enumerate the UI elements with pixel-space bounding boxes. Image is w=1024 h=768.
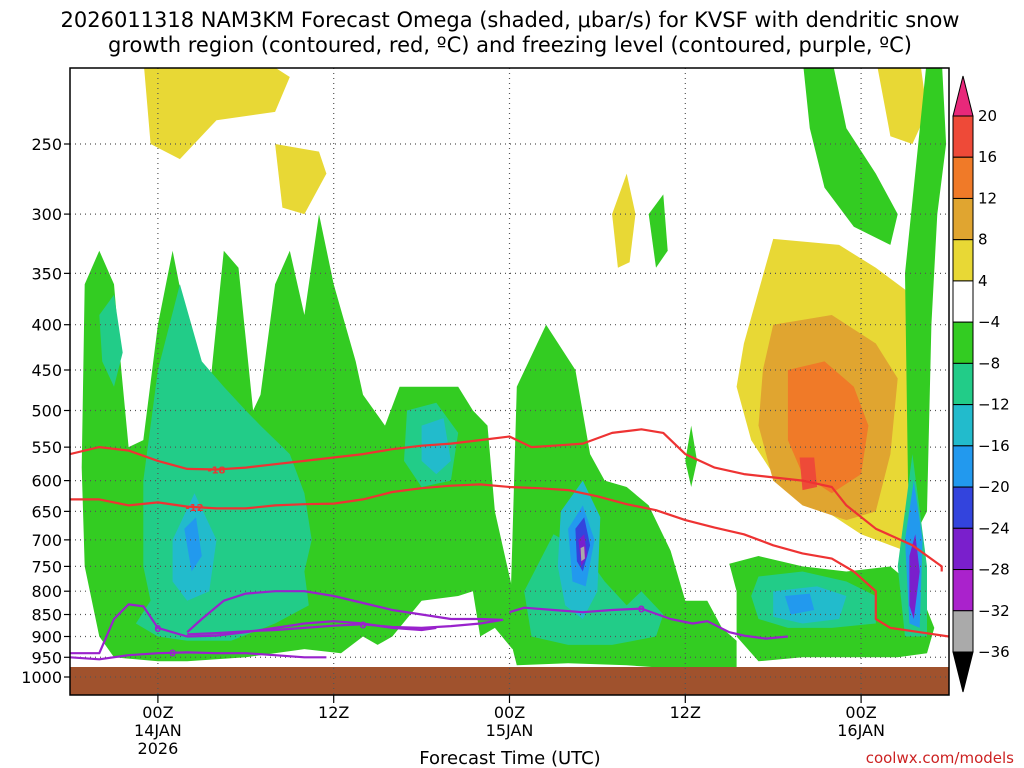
- x-tick-date-2: 15JAN: [486, 721, 534, 740]
- omega-region-27: [184, 517, 202, 572]
- colorbar-segment-1: [952, 156, 974, 199]
- contour-line-5: [509, 606, 789, 640]
- colorbar-segment-2: [952, 197, 974, 241]
- y-tick-label-550: 550: [31, 438, 62, 457]
- contour-label-3: 0: [169, 648, 176, 659]
- contour-label-4: 0: [360, 620, 367, 631]
- x-tick-label-3: 12Z: [670, 703, 701, 722]
- colorbar-label-6: −8: [978, 354, 1000, 372]
- omega-region-14: [803, 68, 898, 245]
- y-tick-label-900: 900: [31, 627, 62, 646]
- x-tick-date-0: 14JAN: [134, 721, 182, 740]
- y-tick-label-600: 600: [31, 472, 62, 491]
- chart-title-line-1: 2026011318 NAM3KM Forecast Omega (shaded…: [61, 8, 960, 32]
- colorbar-label-7: −12: [978, 396, 1010, 414]
- chart-title-line-2: growth region (contoured, red, ºC) and f…: [108, 33, 912, 57]
- y-tick-label-250: 250: [31, 135, 62, 154]
- colorbar-segment-10: [952, 527, 974, 571]
- colorbar: 20 16 12 8 4 −4 −8 −12 −16 −20 −24 −28 −32 −36: [952, 75, 1010, 693]
- contour-line-1: [70, 483, 949, 638]
- omega-region-9: [799, 457, 818, 491]
- colorbar-segment-3: [952, 239, 974, 282]
- colorbar-segment-12: [952, 610, 974, 653]
- y-tick-label-1000: 1000: [21, 668, 62, 687]
- x-axis-title: Forecast Time (UTC): [419, 748, 600, 768]
- omega-region-33: [909, 534, 920, 619]
- colorbar-label-2: 12: [978, 189, 997, 207]
- y-tick-label-650: 650: [31, 502, 62, 521]
- x-tick-date-4: 16JAN: [837, 721, 885, 740]
- y-axis: 250 300 350 400 450 500 550 600 650 700 750 800 850 9…: [21, 135, 70, 687]
- y-tick-label-750: 750: [31, 557, 62, 576]
- omega-region-19: [99, 294, 123, 387]
- colorbar-label-1: 16: [978, 148, 997, 166]
- colorbar-label-11: −28: [978, 561, 1010, 579]
- contour-line-0: [70, 428, 943, 572]
- contour-label-5: 0: [638, 605, 645, 616]
- colorbar-label-4: 4: [978, 272, 988, 290]
- colorbar-label-8: −16: [978, 437, 1010, 455]
- y-tick-label-700: 700: [31, 531, 62, 550]
- colorbar-max-arrow: [952, 75, 974, 117]
- colorbar-segment-0: [952, 115, 974, 158]
- colorbar-segment-7: [952, 404, 974, 447]
- colorbar-label-12: −32: [978, 602, 1010, 620]
- contour-label-1: -12: [185, 503, 203, 514]
- colorbar-label-5: −4: [978, 313, 1000, 331]
- y-tick-label-350: 350: [31, 264, 62, 283]
- x-tick-label-4: 00Z: [845, 703, 876, 722]
- omega-region-4: [612, 173, 636, 268]
- omega-region-13: [905, 68, 947, 540]
- omega-shading: [81, 68, 947, 670]
- x-tick-label-0: 00Z: [142, 703, 173, 722]
- y-tick-label-950: 950: [31, 648, 62, 667]
- y-tick-label-850: 850: [31, 606, 62, 625]
- colorbar-segment-4: [952, 280, 974, 323]
- colorbar-label-3: 8: [978, 231, 988, 249]
- contour-label-0: -18: [207, 466, 225, 477]
- colorbar-segment-11: [952, 569, 974, 612]
- x-tick-label-2: 00Z: [494, 703, 525, 722]
- omega-region-0: [144, 68, 290, 160]
- colorbar-label-9: −20: [978, 478, 1010, 496]
- omega-region-1: [275, 144, 327, 215]
- x-tick-label-1: 12Z: [318, 703, 349, 722]
- omega-region-15: [648, 194, 668, 268]
- omega-region-29: [784, 593, 815, 615]
- colorbar-min-arrow: [952, 651, 974, 693]
- y-tick-label-300: 300: [31, 205, 62, 224]
- omega-region-34: [580, 546, 585, 562]
- omega-region-3: [877, 68, 927, 144]
- colorbar-segment-6: [952, 362, 974, 406]
- contour-label-2: 0: [154, 624, 161, 635]
- y-tick-label-450: 450: [31, 361, 62, 380]
- colorbar-label-13: −36: [978, 643, 1010, 661]
- y-tick-label-800: 800: [31, 582, 62, 601]
- ground-surface: [70, 667, 949, 695]
- colorbar-segment-5: [952, 321, 974, 364]
- contour-line-3: [70, 651, 327, 661]
- y-tick-label-400: 400: [31, 316, 62, 335]
- colorbar-label-0: 20: [978, 107, 997, 125]
- contours: -18 -12 0 0 0 0: [70, 428, 949, 661]
- colorbar-label-10: −24: [978, 519, 1010, 537]
- colorbar-segment-9: [952, 486, 974, 529]
- contour-line-4: [186, 590, 504, 636]
- omega-region-26: [421, 418, 451, 475]
- x-tick-year-0: 2026: [138, 739, 179, 758]
- y-tick-label-500: 500: [31, 402, 62, 421]
- credit-text: coolwx.com/models: [866, 749, 1014, 767]
- colorbar-segment-8: [952, 445, 974, 488]
